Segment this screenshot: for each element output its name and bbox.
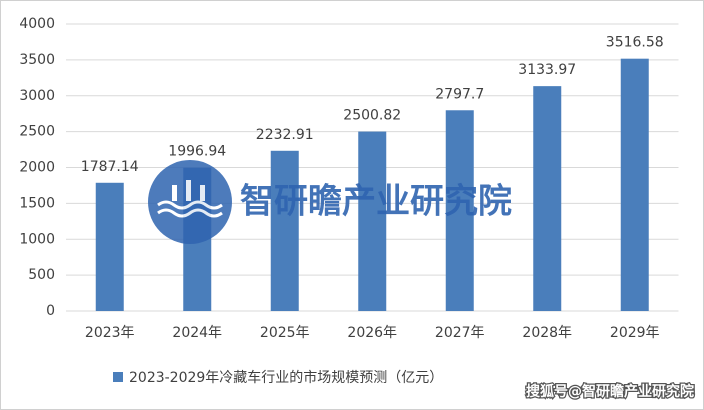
- bar: [445, 110, 474, 312]
- bar: [358, 131, 387, 311]
- y-tick-label: 3000: [19, 88, 55, 104]
- bar: [620, 58, 649, 311]
- logo-circle: [148, 160, 232, 244]
- y-tick-label: 4000: [19, 16, 55, 32]
- x-tick-label: 2026年: [347, 325, 397, 341]
- bar: [533, 86, 562, 311]
- data-label: 3516.58: [606, 35, 664, 51]
- x-tick-label: 2029年: [610, 325, 660, 341]
- logo-bar: [186, 180, 191, 201]
- logo-wave: [157, 208, 223, 218]
- x-tick-label: 2027年: [435, 325, 485, 341]
- logo-wave: [157, 200, 223, 210]
- legend-label: 2023-2029年冷藏车行业的市场规模预测（亿元）: [129, 369, 443, 386]
- y-tick-label: 1500: [19, 195, 55, 211]
- data-label: 3133.97: [518, 62, 576, 78]
- x-tick-label: 2025年: [260, 325, 310, 341]
- watermark-text: 智研瞻产业研究院: [240, 182, 512, 222]
- logo-bar: [200, 185, 205, 201]
- bar: [270, 150, 299, 311]
- data-label: 2797.7: [435, 86, 484, 102]
- y-tick-label: 2500: [19, 124, 55, 140]
- logo-bar: [172, 185, 177, 201]
- data-label: 1996.94: [168, 144, 226, 160]
- x-tick-label: 2023年: [85, 325, 135, 341]
- data-label: 2232.91: [256, 127, 314, 143]
- bar: [95, 182, 124, 311]
- y-tick-label: 3500: [19, 52, 55, 68]
- data-label: 2500.82: [343, 108, 401, 124]
- watermark-logo: [148, 160, 232, 244]
- x-tick-label: 2024年: [172, 325, 222, 341]
- y-tick-label: 1000: [19, 231, 55, 247]
- x-tick-label: 2028年: [522, 325, 572, 341]
- legend-swatch: [113, 372, 123, 382]
- source-text: 搜狐号@智研瞻产业研究院: [526, 383, 694, 400]
- y-tick-label: 500: [28, 267, 55, 283]
- y-tick-label: 2000: [19, 160, 55, 176]
- y-tick-label: 0: [46, 303, 55, 319]
- data-label: 1787.14: [81, 159, 139, 175]
